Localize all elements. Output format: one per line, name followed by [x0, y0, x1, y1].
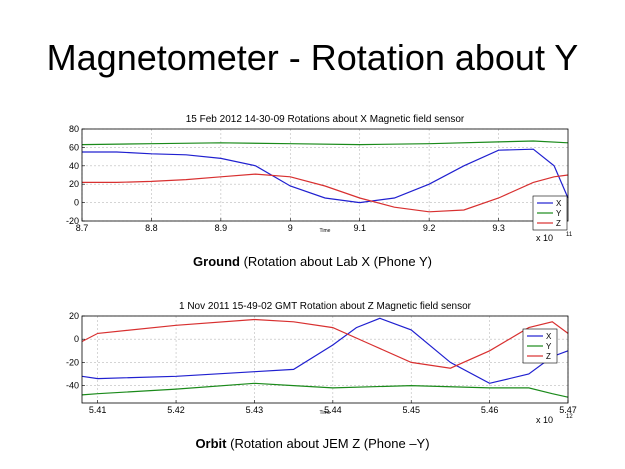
chart1: -20 0 20 40 60 80 8.7 8.8 8.9 9 9.1 9.2 9.3 Time x 10 1…: [66, 124, 573, 243]
chart1-title: 15 Feb 2012 14-30-09 Rotations about X M…: [185, 114, 465, 125]
caption-ground-bold: Ground: [193, 254, 240, 269]
y-tick-label: 80: [69, 124, 79, 134]
chart2: -40 -20 0 20 5.41 5.42 5.43 5.44 5.45 5.46 5.47 Tim…: [66, 311, 577, 425]
x-multiplier: x 10: [536, 233, 553, 243]
legend: XYZ: [532, 195, 568, 231]
caption-ground-text: (Rotation about Lab X (Phone Y): [239, 254, 432, 269]
caption-orbit: Orbit (Rotation about JEM Z (Phone –Y): [0, 436, 625, 451]
x-tick-label: 9.1: [353, 223, 366, 233]
y-tick-label: 20: [69, 311, 79, 321]
legend-label-z: Z: [546, 352, 551, 361]
y-tick-label: 60: [69, 142, 79, 152]
y-tick-label: 40: [69, 161, 79, 171]
y-tick-label: -20: [66, 357, 79, 367]
y-tick-label: -20: [66, 216, 79, 226]
y-tick-label: 20: [69, 179, 79, 189]
chart2-title: 1 Nov 2011 15-49-02 GMT Rotation about Z…: [178, 301, 471, 312]
series-line-z: [81, 318, 569, 369]
x-tick-label: 5.47: [559, 405, 577, 415]
x-tick-label: 8.9: [215, 223, 228, 233]
x-tick-label: 5.43: [246, 405, 264, 415]
x-exponent: 11: [566, 232, 573, 238]
plot-frame: [81, 128, 569, 222]
x-tick-label: 5.46: [481, 405, 499, 415]
caption-orbit-text: (Rotation about JEM Z (Phone –Y): [226, 436, 430, 451]
legend: XYZ: [522, 328, 558, 364]
x-axis-label: Time: [320, 410, 331, 416]
series-line-y: [81, 382, 569, 398]
legend-label-x: X: [556, 199, 562, 208]
x-tick-label: 9.2: [423, 223, 436, 233]
plot-frame: [81, 315, 569, 404]
caption-orbit-bold: Orbit: [195, 436, 227, 451]
x-tick-label: 9.3: [492, 223, 505, 233]
x-exponent: 12: [566, 414, 573, 420]
series-line-x: [81, 317, 569, 384]
x-tick-label: 5.41: [89, 405, 107, 415]
x-tick-label: 5.44: [324, 405, 342, 415]
series-line-y: [81, 140, 569, 146]
y-tick-label: -40: [66, 381, 79, 391]
x-tick-label: 9: [288, 223, 293, 233]
slide-title: Magnetometer - Rotation about Y: [46, 37, 579, 78]
x-axis-label: Time: [320, 228, 331, 234]
legend-label-y: Y: [546, 342, 552, 351]
x-tick-label: 8.8: [145, 223, 158, 233]
legend-label-y: Y: [556, 209, 562, 218]
x-tick-label: 8.7: [76, 223, 89, 233]
legend-label-z: Z: [556, 219, 561, 228]
series-line-z: [82, 173, 569, 213]
y-tick-label: 0: [74, 334, 79, 344]
caption-ground: Ground (Rotation about Lab X (Phone Y): [0, 254, 625, 269]
series-line-x: [82, 148, 569, 204]
y-tick-label: 0: [74, 198, 79, 208]
x-tick-label: 5.42: [167, 405, 185, 415]
legend-label-x: X: [546, 332, 552, 341]
x-tick-label: 5.45: [402, 405, 420, 415]
x-multiplier: x 10: [536, 415, 553, 425]
